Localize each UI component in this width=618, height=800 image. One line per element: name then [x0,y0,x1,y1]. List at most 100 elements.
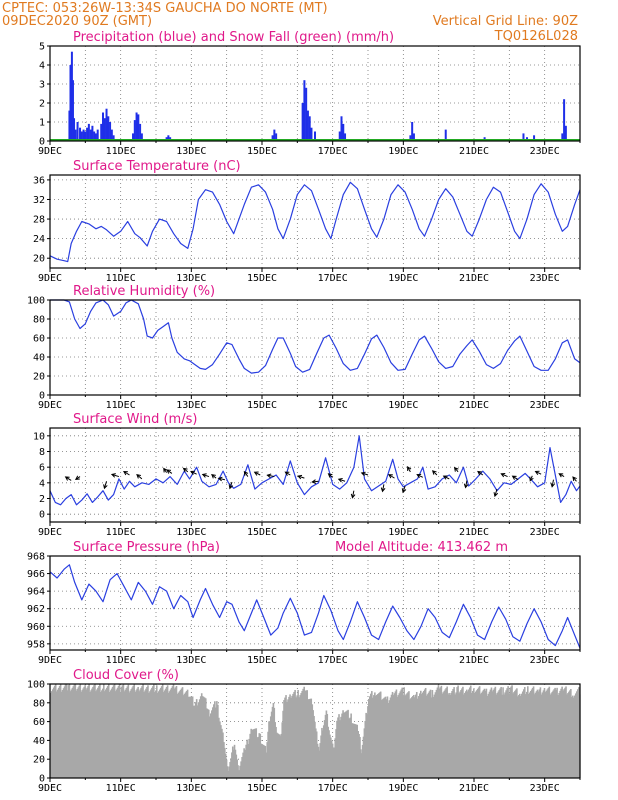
cloud-bar [540,694,543,778]
temp-ytick-label: 24 [33,234,45,245]
cloud-bar [471,690,474,778]
precip-bar [533,135,536,141]
temp-xtick-label: 19DEC [388,273,418,284]
cloud-bar [56,689,59,778]
cloud-xtick-label: 21DEC [459,783,489,794]
cloud-bar [518,695,520,778]
cloud-bar [320,735,322,778]
cloud-bar [271,706,274,778]
cloud-bar [258,733,261,778]
cloud-bar [193,705,196,778]
cloud-bar [506,688,508,778]
cloud-bar [102,688,104,778]
cloud-bar [140,687,142,778]
cloud-bar [164,688,167,778]
temp-xtick-label: 17DEC [318,273,348,284]
cloud-bar [85,689,87,778]
cloud-bar [568,691,570,778]
wind-title: Surface Wind (m/s) [73,412,197,427]
humidity-xtick-label: 19DEC [388,400,418,411]
cloud-bar [435,689,438,778]
cloud-bar [563,689,565,778]
cloud-bar [195,699,198,778]
cloud-xtick-label: 17DEC [318,783,348,794]
cloud-bar [312,710,314,778]
cloud-bar [245,744,247,778]
cloud-bar [548,686,551,778]
cloud-bar [299,695,301,778]
cloud-bar [396,696,399,778]
cloud-bar [565,686,567,778]
cloud-bar [259,733,262,778]
cloud-bar [230,758,232,778]
cloud-bar [206,709,209,778]
humidity-ytick-label: 80 [33,315,45,326]
wind-arrow [534,470,542,475]
temp-xtick-label: 15DEC [247,273,277,284]
cloud-bar [393,693,396,778]
cloud-bar [293,691,295,778]
cloud-bar [247,743,249,778]
cloud-bar [153,684,155,778]
cloud-bar [237,765,239,778]
cloud-bar [550,693,553,778]
cloud-bar [455,692,457,778]
cloud-bar [514,690,516,778]
cloud-bar [453,687,455,778]
cloud-bar [527,686,529,778]
precip-bar [344,133,347,141]
cloud-bar [322,730,324,778]
cloud-bar [58,686,61,778]
cloud-bar [96,689,98,778]
cloud-bar [417,696,420,778]
pressure-xtick-label: 23DEC [530,655,560,666]
cloud-bar [332,747,335,778]
precip-bar [103,118,106,141]
cloud-bar [518,693,521,778]
cloud-bar [525,691,528,778]
cloud-bar [290,697,292,778]
cloud-bar [78,685,81,778]
cloud-bar [80,691,83,778]
cloud-bar [141,686,143,778]
precip-bar [132,133,135,141]
cloud-bar [104,689,107,778]
cloud-bar [131,687,134,778]
cloud-ytick-label: 100 [27,680,45,691]
cloud-bar [94,684,96,778]
cloud-bar [50,692,52,778]
wind-arrow [416,473,423,479]
cloud-bar [257,736,260,778]
cloud-bar [446,686,448,778]
pressure-xtick-label: 17DEC [318,655,348,666]
cloud-bar [239,765,241,778]
cloud-bar [401,687,404,778]
cloud-bar [180,688,183,778]
wind-ytick-label: 8 [39,447,45,458]
cloud-bar [148,692,150,778]
cloud-bar [469,685,472,778]
precip-bar [306,110,309,141]
cloud-bar [300,693,302,778]
wind-xtick-label: 13DEC [176,527,206,538]
cloud-bar [484,690,487,778]
cloud-bar [427,692,430,778]
cloud-bar [92,686,94,778]
cloud-bar [545,690,548,778]
temp-panel: 20 24 28 32 36 9DEC 11DEC 13DEC 15DEC 17DEC 19DEC 2… [33,159,581,284]
cloud-bar [458,693,460,778]
cloud-bar [276,732,278,778]
cloud-bar [242,752,244,778]
precip-xtick-label: 13DEC [176,146,206,157]
cloud-bar [55,691,58,778]
cloud-bar [51,689,54,778]
cloud-bar [318,750,321,778]
cloud-bar [555,689,557,778]
cloud-bar [308,699,311,778]
wind-arrow [572,476,577,482]
precip-bar [561,133,564,141]
cloud-bar [98,686,100,778]
cloud-bar [544,692,547,778]
wind-ytick-label: 0 [39,510,45,521]
